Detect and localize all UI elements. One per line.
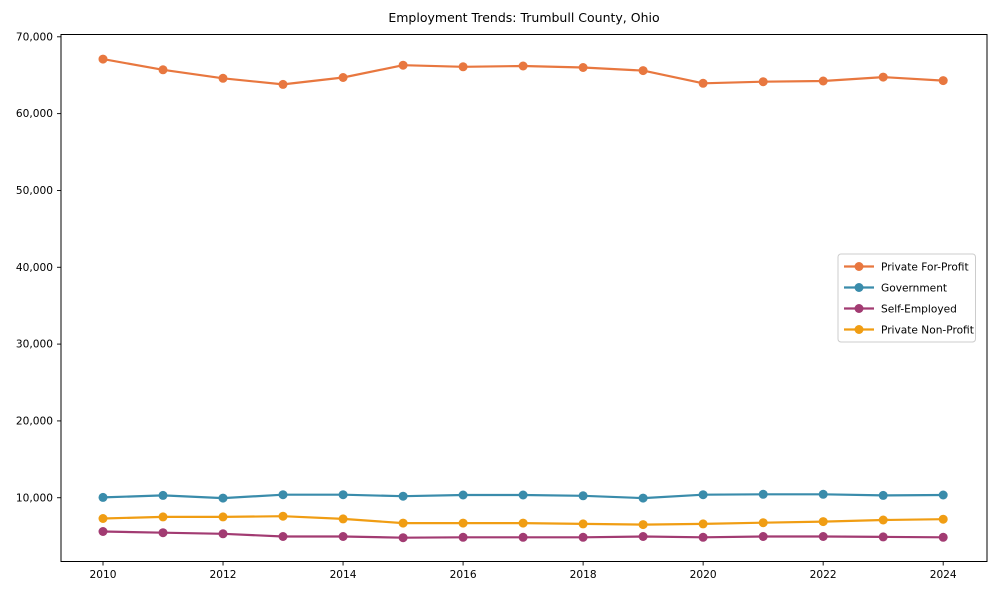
legend-item-label-self-employed: Self-Employed [881,303,957,315]
series-self-employed-marker [98,527,108,536]
series-private-for-profit-marker [338,73,348,82]
series-private-non-profit-marker [338,514,348,524]
plot-frame [60,34,988,562]
series-private-non-profit-marker [578,519,588,529]
series-government-marker [758,489,768,499]
series-private-non-profit-marker [638,520,648,530]
series-self-employed-marker [218,529,228,539]
legend-box [837,253,976,343]
legend-marker-sample [854,262,864,271]
series-private-non-profit-marker [938,514,948,524]
x-axis-tick-label: 2024 [930,569,957,581]
series-private-non-profit-marker [98,514,108,523]
series-private-for-profit-marker [218,73,228,83]
series-private-for-profit-marker [98,54,108,64]
series-private-non-profit-marker [398,518,408,528]
series-private-for-profit-marker [278,79,288,89]
x-axis-tick-label: 2018 [570,569,597,581]
y-axis-tick-label: 60,000 [16,108,53,120]
series-government-marker [158,490,168,500]
series-government-marker [878,490,888,500]
series-private-for-profit-marker [458,62,468,72]
legend-item-label-private-for-profit: Private For-Profit [881,261,969,273]
y-axis-tick-label: 50,000 [16,185,53,197]
legend-marker-sample [854,283,864,292]
series-private-non-profit-marker [218,512,228,522]
legend-marker-sample [854,325,864,334]
x-axis-tick-label: 2020 [690,569,717,581]
series-private-non-profit-marker [758,518,768,528]
series-government-marker [458,490,468,500]
y-axis-tick-label: 70,000 [16,31,53,43]
series-government-marker [818,489,828,499]
series-private-for-profit-marker [158,65,168,75]
x-axis-tick-label: 2022 [810,569,837,581]
x-axis-tick-label: 2010 [90,569,117,581]
series-government-marker [578,491,588,501]
series-government-marker [938,490,948,500]
series-private-non-profit-marker [518,518,528,528]
series-self-employed-marker [518,532,528,542]
series-government-marker [338,490,348,500]
legend-marker-sample [854,304,864,313]
series-self-employed-marker [878,532,888,542]
x-axis-tick-label: 2014 [330,569,357,581]
y-axis-tick-label: 40,000 [16,262,53,274]
series-self-employed-marker [698,532,708,542]
series-self-employed-marker [458,532,468,542]
series-self-employed-marker [938,532,948,542]
series-self-employed-marker [758,532,768,541]
series-self-employed-marker [818,532,828,541]
x-axis-tick-label: 2016 [450,569,477,581]
series-self-employed-marker [158,528,168,538]
y-axis-tick-label: 30,000 [16,339,53,351]
x-axis-tick-label: 2012 [210,569,237,581]
series-private-for-profit-marker [878,72,888,82]
series-private-for-profit-marker [698,78,708,88]
series-private-for-profit-marker [578,63,588,72]
series-government-marker [698,490,708,500]
series-self-employed-marker [278,532,288,541]
series-self-employed-marker [338,532,348,541]
series-government-marker [518,490,528,500]
series-private-non-profit-marker [818,517,828,527]
series-private-non-profit-marker [878,515,888,525]
series-government-marker [218,493,228,503]
legend-item-label-government: Government [881,282,947,294]
series-private-for-profit-marker [818,76,828,86]
series-government-marker [98,492,108,502]
series-government-marker [278,490,288,500]
legend-item-label-private-non-profit: Private Non-Profit [881,324,974,336]
series-private-non-profit-marker [278,511,288,521]
series-private-non-profit-marker [698,519,708,529]
series-private-non-profit-marker [458,518,468,528]
y-axis-tick-label: 10,000 [16,492,53,504]
y-axis-tick-label: 20,000 [16,416,53,428]
series-private-for-profit-marker [398,60,408,70]
series-private-for-profit-marker [758,77,768,87]
series-private-for-profit-marker [518,61,528,71]
series-government-marker [638,493,648,503]
series-private-non-profit-marker [158,512,168,522]
series-government-marker [398,491,408,501]
series-private-for-profit-marker [638,66,648,76]
series-self-employed-marker [578,532,588,542]
chart-title: Employment Trends: Trumbull County, Ohio [388,10,660,25]
series-self-employed-marker [638,532,648,541]
series-self-employed-marker [398,533,408,543]
series-private-for-profit-marker [938,76,948,86]
